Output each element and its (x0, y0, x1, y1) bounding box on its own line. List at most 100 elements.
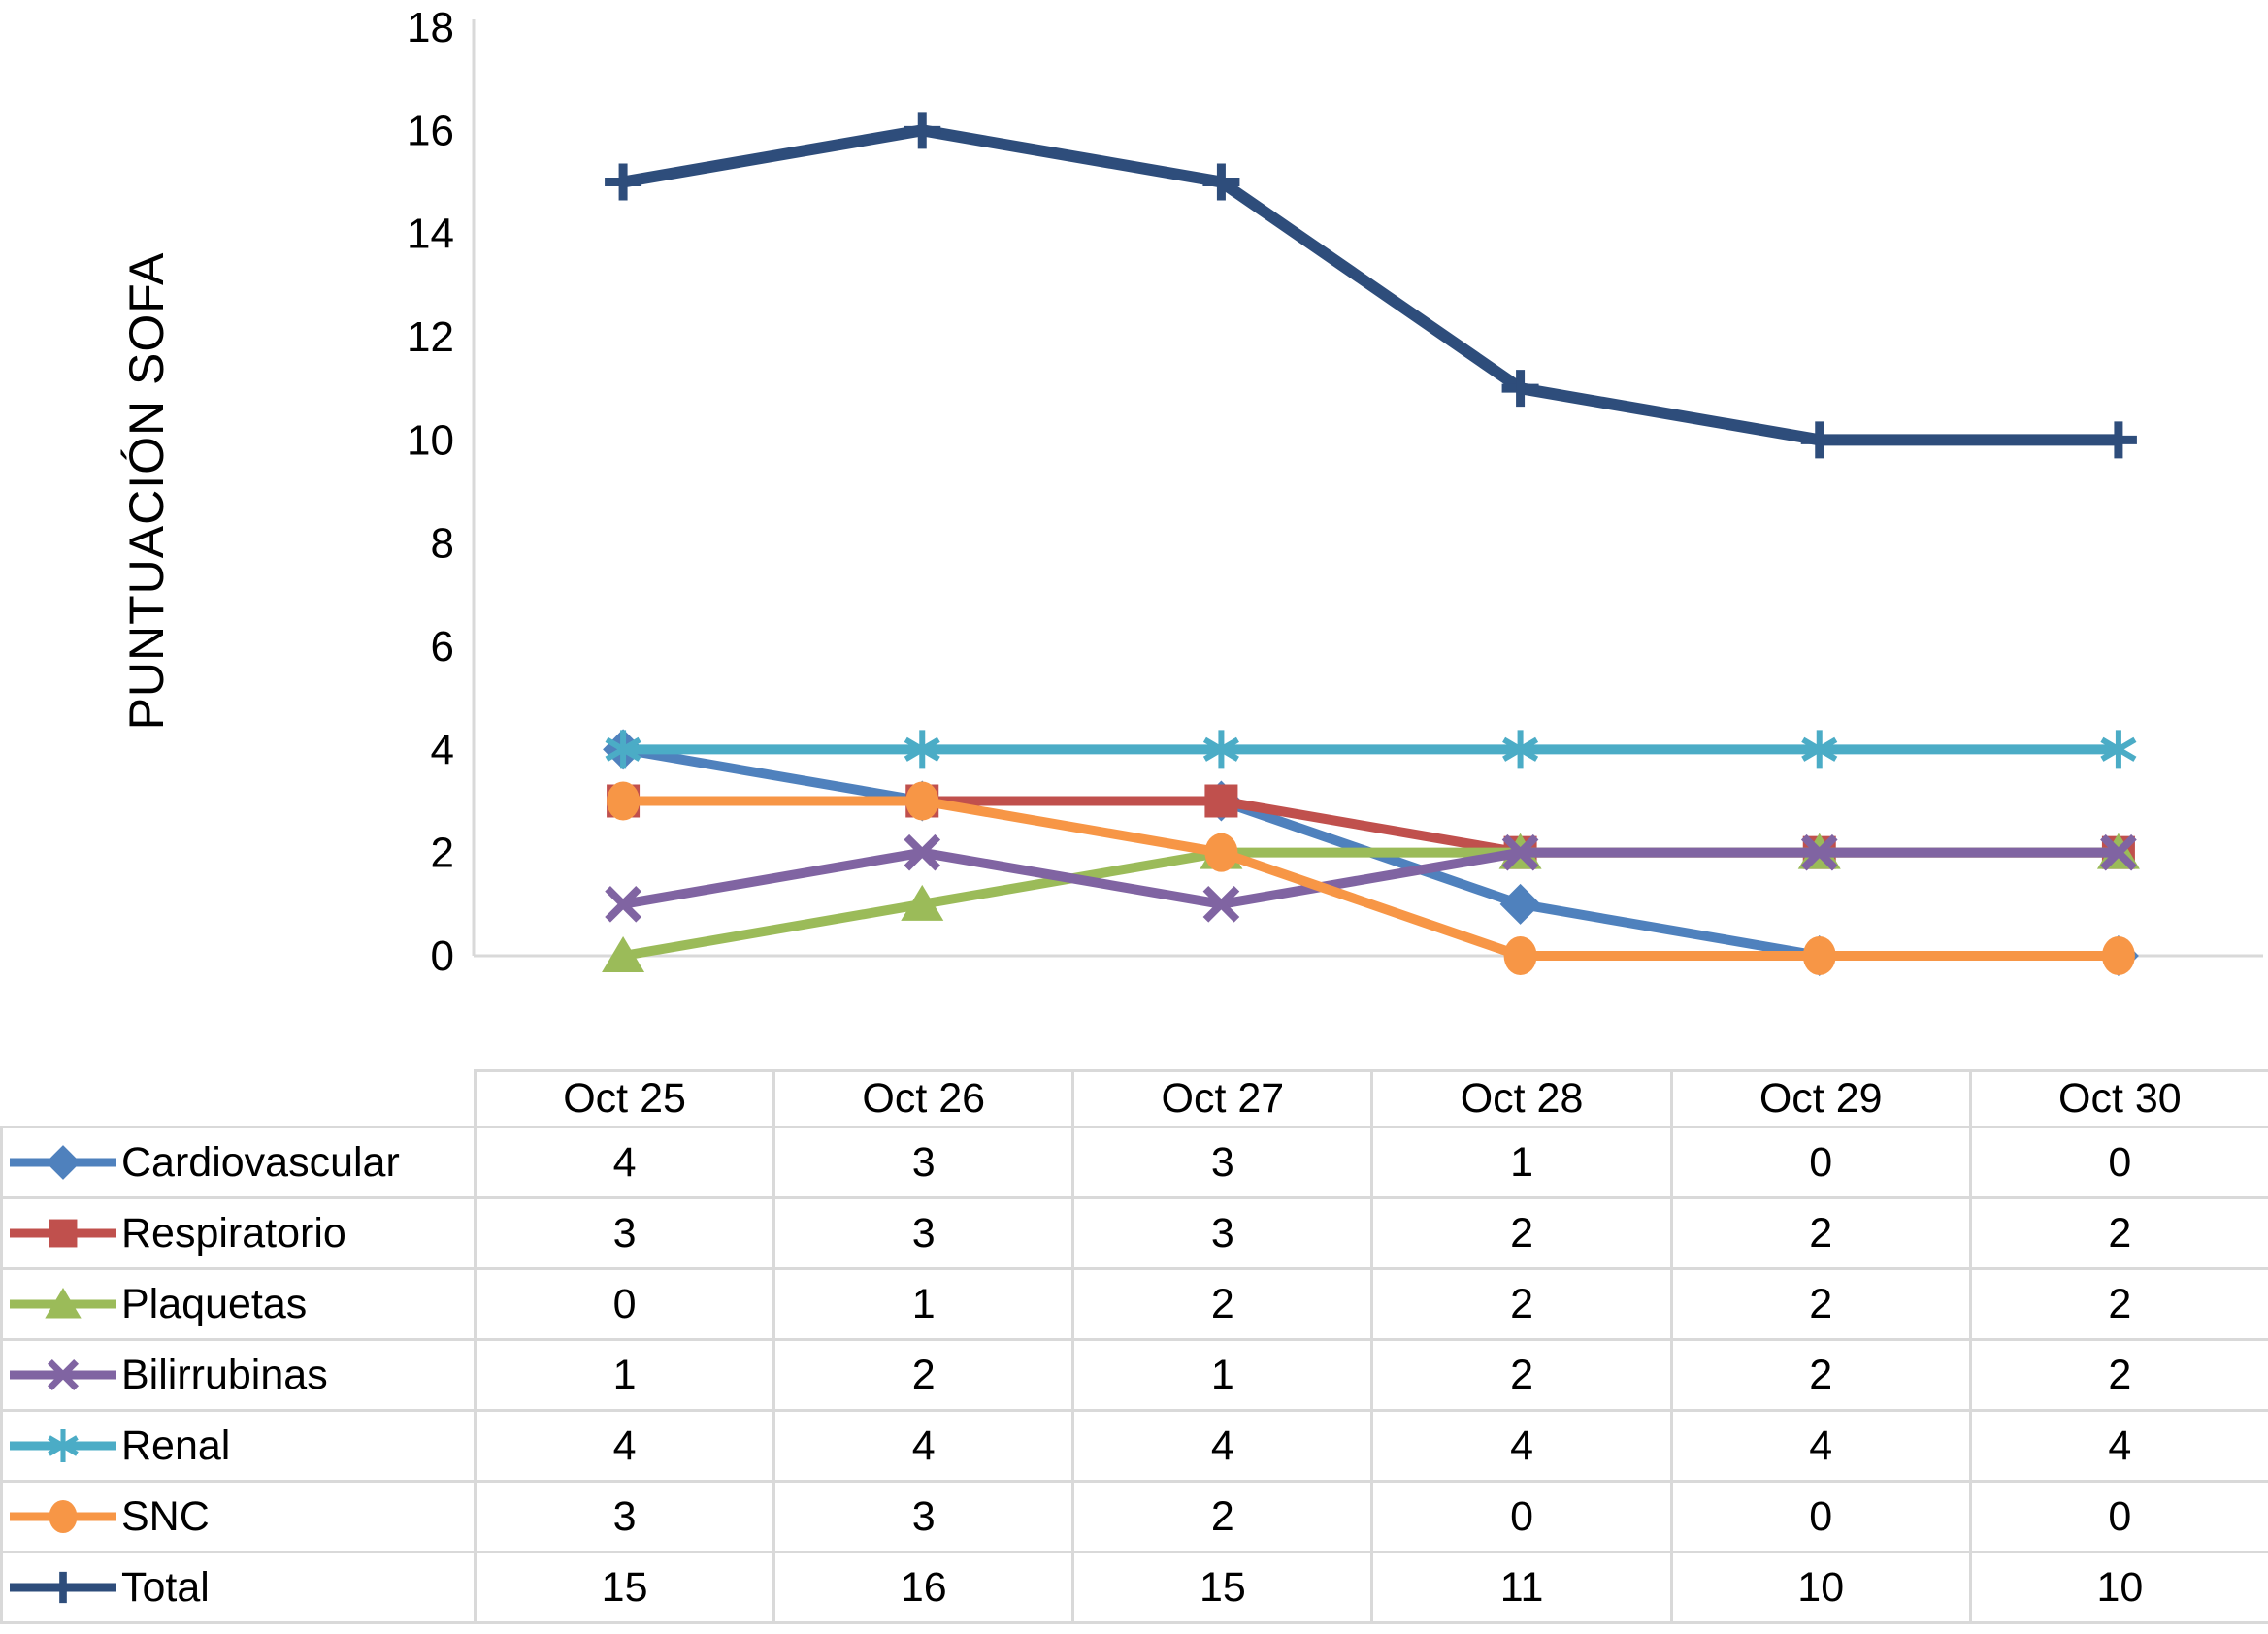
legend-line-icon (10, 1358, 116, 1391)
table-cell-value: 2 (1370, 1196, 1673, 1270)
table-cell-value: 1 (473, 1338, 776, 1412)
legend-cell: Bilirrubinas (0, 1338, 477, 1412)
table-row-cardiovascular: Cardiovascular 4 3 3 1 0 0 (0, 1126, 2268, 1199)
table-cell-value: 1 (1071, 1338, 1374, 1412)
x-cross-marker-icon (47, 1358, 80, 1391)
legend-key: Renal (3, 1422, 474, 1470)
table-cell-value: 2 (1669, 1196, 1972, 1270)
table-row-plaquetas: Plaquetas 0 1 2 2 2 2 (0, 1267, 2268, 1341)
series-line (623, 796, 2119, 961)
table-cell-value: 15 (1071, 1551, 1374, 1624)
table-cell-value: 15 (473, 1551, 776, 1624)
series-bilirrubinas (605, 833, 2137, 923)
table-row-renal: Renal 4 4 4 4 4 4 (0, 1409, 2268, 1483)
legend-line-icon (10, 1219, 116, 1248)
table-cell-value: 2 (1968, 1267, 2268, 1341)
table-col-header: Oct 29 (1669, 1069, 1972, 1128)
table-cell-value: 0 (1370, 1480, 1673, 1553)
table-cell-value: 1 (1370, 1126, 1673, 1199)
table-cell-value: 10 (1669, 1551, 1972, 1624)
legend-key: Total (3, 1564, 474, 1612)
table-cell-value: 4 (1968, 1409, 2268, 1483)
square-marker-icon (1204, 784, 1238, 818)
circle-marker-icon (49, 1500, 78, 1533)
table-cell-value: 11 (1370, 1551, 1673, 1624)
table-cell-value: 0 (473, 1267, 776, 1341)
table-cell-value: 4 (473, 1409, 776, 1483)
plot-area: 0 2 4 6 8 10 12 14 16 18 (407, 4, 2263, 980)
circle-marker-icon (1204, 833, 1238, 872)
asterisk-marker-icon (1202, 736, 1239, 762)
table-col-header: Oct 26 (772, 1069, 1075, 1128)
series-renal (605, 730, 2137, 769)
axes: 0 2 4 6 8 10 12 14 16 18 (407, 4, 2263, 980)
table-cell-value: 0 (1968, 1480, 2268, 1553)
triangle-marker-icon (901, 884, 944, 921)
asterisk-marker-icon (904, 736, 940, 762)
series-line (622, 847, 2119, 909)
legend-line-icon (10, 1571, 116, 1604)
circle-marker-icon (2101, 936, 2135, 975)
table-cell-value: 4 (473, 1126, 776, 1199)
table-cell-value: 3 (1071, 1196, 1374, 1270)
y-tick-label: 8 (431, 520, 454, 568)
y-tick-label: 0 (431, 932, 454, 980)
legend-cell: Renal (0, 1409, 477, 1483)
circle-marker-icon (1802, 936, 1836, 975)
series-name-label: Bilirrubinas (121, 1351, 328, 1398)
table-cell-value: 4 (1669, 1409, 1972, 1483)
circle-marker-icon (905, 781, 939, 821)
table-row-snc: SNC 3 3 2 0 0 0 (0, 1480, 2268, 1553)
table-cell-value: 2 (1071, 1480, 1374, 1553)
series-line (622, 124, 2119, 446)
table-cell-value: 2 (1968, 1338, 2268, 1412)
y-tick-label: 16 (407, 107, 454, 154)
legend-key: Bilirrubinas (3, 1352, 474, 1399)
table-row-total: Total 15 16 15 11 10 10 (0, 1551, 2268, 1624)
x-cross-marker-icon (2100, 833, 2137, 871)
sofa-line-chart: PUNTUACIÓN SOFA 0 2 4 6 8 10 12 14 16 18 (119, 4, 2263, 980)
legend-key: Cardiovascular (3, 1139, 474, 1187)
y-tick-label: 4 (431, 726, 454, 773)
table-cell-value: 2 (1370, 1338, 1673, 1412)
table-header-row: Oct 25 Oct 26 Oct 27 Oct 28 Oct 29 Oct 30 (2, 1069, 2268, 1128)
table-cell-value: 2 (1071, 1267, 1374, 1341)
table-col-header: Oct 27 (1071, 1069, 1374, 1128)
series-snc (607, 781, 2135, 975)
table-row-respiratorio: Respiratorio 3 3 3 2 2 2 (0, 1196, 2268, 1270)
asterisk-marker-icon (1502, 736, 1539, 762)
series-name-label: Plaquetas (121, 1280, 308, 1327)
table-col-header: Oct 30 (1968, 1069, 2268, 1128)
diamond-marker-icon (46, 1145, 81, 1180)
legend-key: Plaquetas (3, 1281, 474, 1328)
x-cross-marker-icon (1202, 886, 1240, 923)
table-cell-value: 2 (1370, 1267, 1673, 1341)
table-cell-value: 3 (772, 1126, 1075, 1199)
legend-key: SNC (3, 1493, 474, 1541)
asterisk-marker-icon (1801, 736, 1838, 762)
legend-line-icon (10, 1145, 116, 1180)
y-axis-title: PUNTUACIÓN SOFA (119, 252, 174, 731)
table-cell-value: 4 (772, 1409, 1075, 1483)
legend-line-icon (10, 1288, 116, 1319)
legend-cell: Plaquetas (0, 1267, 477, 1341)
series-name-label: Respiratorio (121, 1209, 346, 1257)
x-cross-marker-icon (904, 833, 941, 871)
table-cell-value: 2 (1968, 1196, 2268, 1270)
table-cell-value: 1 (772, 1267, 1075, 1341)
y-tick-label: 18 (407, 4, 454, 51)
y-tick-label: 2 (431, 830, 454, 877)
legend-line-icon (10, 1500, 116, 1533)
y-tick-label: 14 (407, 211, 454, 258)
table-cell-value: 3 (473, 1196, 776, 1270)
table-cell-value: 3 (473, 1480, 776, 1553)
series-total (605, 112, 2137, 459)
table-cell-value: 3 (772, 1480, 1075, 1553)
series-name-label: SNC (121, 1492, 210, 1540)
sofa-score-table: Oct 25 Oct 26 Oct 27 Oct 28 Oct 29 Oct 30 Card… (0, 1069, 2268, 1624)
triangle-marker-icon (45, 1288, 82, 1319)
asterisk-marker-icon (605, 736, 641, 762)
y-tick-label: 10 (407, 416, 454, 464)
table-col-header: Oct 28 (1370, 1069, 1673, 1128)
